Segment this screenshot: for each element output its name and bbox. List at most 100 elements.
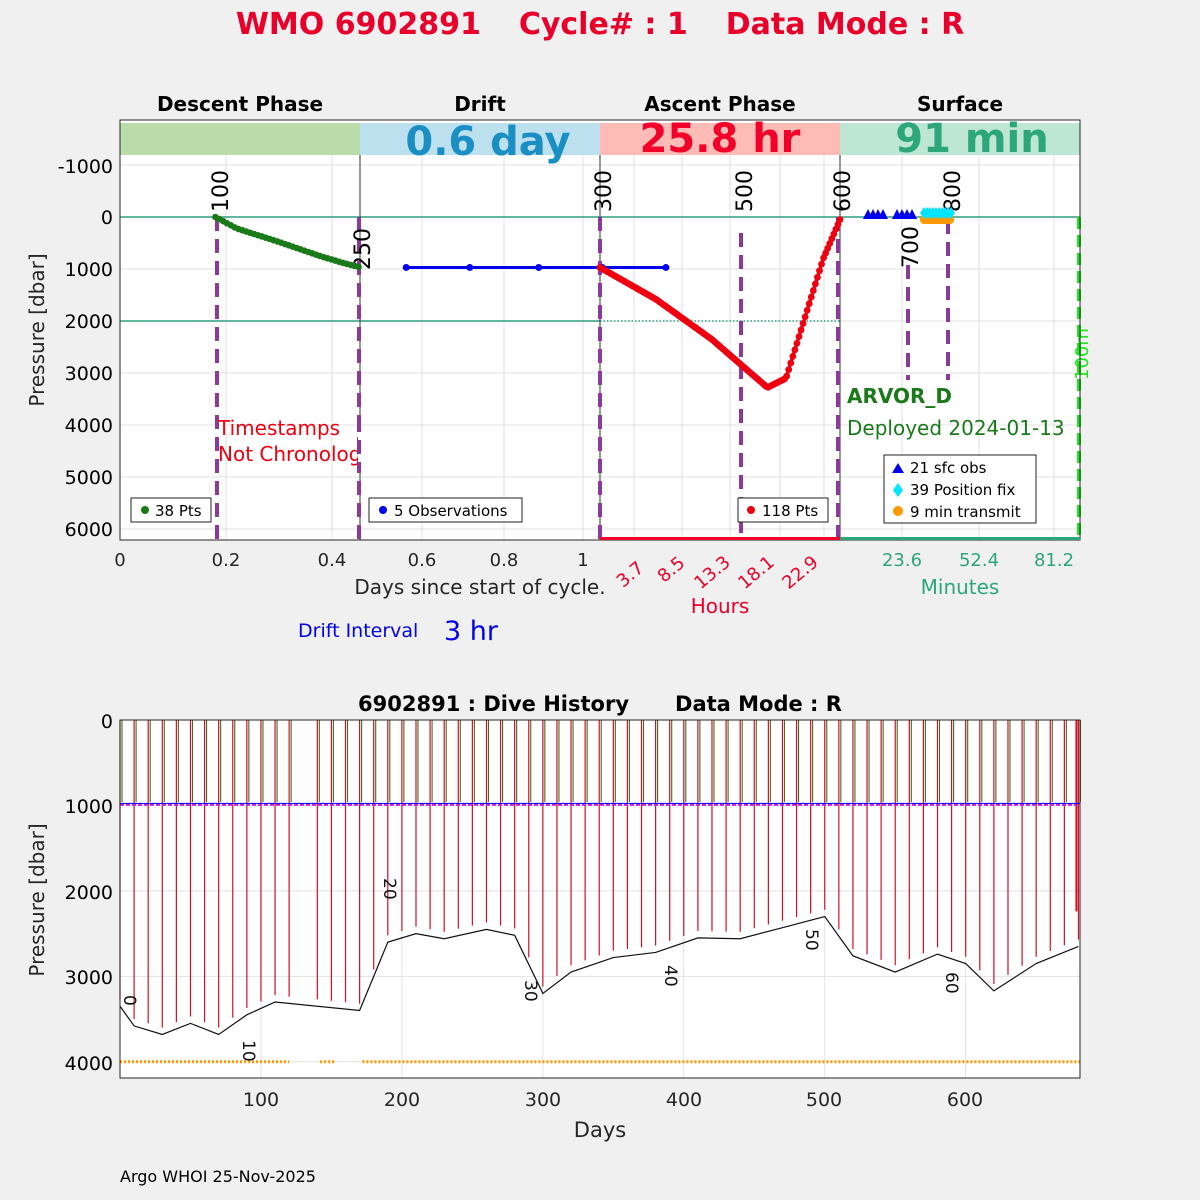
timestamps-warning-line1: Timestamps: [217, 416, 340, 440]
history-xlabel: Days: [574, 1118, 626, 1142]
hours-tick-8.5: 8.5: [654, 553, 689, 587]
hist-xtick-100: 100: [243, 1089, 279, 1111]
drift-legend-text: 5 Observations: [394, 502, 508, 520]
descent-legend-text: 38 Pts: [155, 502, 202, 520]
minutes-axis-label: Minutes: [921, 575, 1000, 599]
minutes-tick-81.2: 81.2: [1034, 550, 1074, 571]
marker-label-600: 600: [831, 170, 856, 212]
descent-phase-header: Descent Phase: [157, 92, 323, 116]
hours-tick-labels: 3.7 8.5 13.3 18.1 22.9: [613, 552, 823, 594]
days-tick-0.2: 0.2: [212, 550, 241, 571]
sfc-obs-marker: [878, 209, 888, 219]
descent-band: [120, 123, 360, 155]
surface-legend: 21 sfc obs 39 Position fix 9 min transmi…: [883, 454, 1037, 524]
ascent-point: [809, 287, 817, 294]
surface-markers: [863, 207, 955, 224]
hist-xtick-300: 300: [525, 1089, 561, 1111]
hours-tick-13.3: 13.3: [690, 552, 734, 594]
ascent-band: [600, 123, 840, 155]
ytick-4000: 4000: [65, 415, 113, 437]
green-dash-label: 100m: [1072, 328, 1093, 380]
ascent-point: [791, 346, 799, 354]
ascent-duration: 25.8 hr: [640, 116, 801, 162]
ascent-point: [783, 372, 791, 380]
hist-xtick-400: 400: [666, 1089, 702, 1111]
title-mode: Data Mode : R: [726, 7, 964, 42]
history-ylabel: Pressure [dbar]: [25, 823, 49, 976]
sfc-obs-legend-marker: [892, 463, 904, 473]
position-fix-marker: [947, 207, 955, 219]
days-tick-labels: 0 0.2 0.4 0.6 0.8 1: [114, 550, 588, 571]
position-fix-legend-marker: [893, 483, 903, 497]
hist-ytick-3000: 3000: [65, 967, 113, 989]
hist-xtick-600: 600: [947, 1089, 983, 1111]
ascent-point: [793, 339, 801, 347]
hist-xtick-500: 500: [806, 1089, 842, 1111]
drift-point: [466, 263, 474, 271]
days-tick-1: 1: [577, 550, 588, 571]
days-tick-0: 0: [114, 550, 125, 571]
ascent-point: [789, 353, 797, 360]
history-series: [119, 720, 1082, 1064]
days-tick-0.4: 0.4: [318, 550, 347, 571]
ascent-point: [816, 267, 823, 275]
descent-point: [355, 263, 362, 271]
minutes-axis-line: [838, 537, 1080, 540]
drift-band: [360, 123, 600, 155]
ascent-point: [811, 280, 819, 288]
cycle-number-label: 20: [379, 878, 399, 900]
hist-ytick-2000: 2000: [65, 882, 113, 904]
days-tick-0.6: 0.6: [408, 550, 437, 571]
float-type: ARVOR_D: [847, 384, 952, 408]
drift-duration: 0.6 day: [405, 119, 570, 165]
ascent-point: [795, 333, 803, 341]
footer-credit: Argo WHOI 25-Nov-2025: [120, 1167, 316, 1186]
ascent-point: [836, 216, 844, 224]
ytick-0: 0: [101, 207, 113, 229]
timestamps-warning-line2: Not Chronolog: [218, 442, 361, 466]
hist-ytick-0: 0: [101, 711, 113, 733]
deployed-date: Deployed 2024-01-13: [847, 416, 1065, 440]
marker-label-500: 500: [733, 170, 758, 212]
ytick-2000: 2000: [65, 311, 113, 333]
drift-interval-label: Drift Interval: [298, 620, 418, 642]
hist-xtick-200: 200: [384, 1089, 420, 1111]
ytick-6000: 6000: [65, 519, 113, 541]
transmit-legend-text: 9 min transmit: [910, 503, 1021, 521]
ascent-point: [818, 260, 825, 268]
position-fix-legend-text: 39 Position fix: [910, 481, 1015, 499]
bottom-depth-line: [119, 915, 1079, 1036]
profile-series: [212, 213, 844, 391]
drift-legend: 5 Observations: [368, 497, 523, 523]
minutes-tick-52.4: 52.4: [959, 550, 999, 571]
ytick-5000: 5000: [65, 467, 113, 489]
ascent-legend-marker: [747, 506, 755, 514]
profile-ylabel: Pressure [dbar]: [25, 253, 49, 406]
descent-legend: 38 Pts: [130, 497, 212, 523]
ascent-point: [814, 273, 821, 281]
minutes-tick-23.6: 23.6: [882, 550, 922, 571]
hours-axis-label: Hours: [691, 594, 750, 618]
hours-tick-22.9: 22.9: [778, 552, 822, 594]
ascent-point: [787, 359, 795, 367]
ascent-point: [807, 293, 815, 301]
drift-point: [535, 263, 543, 271]
cycle-number-label: 10: [238, 1040, 258, 1062]
drift-phase-header: Drift: [454, 92, 506, 116]
minutes-tick-labels: 23.6 52.4 81.2: [882, 550, 1074, 571]
history-plot-area: [120, 720, 1080, 1078]
drift-interval-value: 3 hr: [444, 616, 499, 647]
ytick-3000: 3000: [65, 363, 113, 385]
marker-label-700: 700: [899, 226, 924, 268]
ascent-point: [799, 320, 807, 327]
ascent-point: [785, 366, 793, 374]
figure-title: WMO 6902891 Cycle# : 1 Data Mode : R: [236, 7, 964, 42]
ascent-point: [805, 300, 813, 308]
cycle-number-label: 0: [119, 995, 139, 1006]
hours-axis-line: [600, 537, 840, 540]
sfc-obs-legend-text: 21 sfc obs: [910, 459, 987, 477]
drift-legend-marker: [379, 506, 387, 514]
cycle-number-label: 50: [801, 929, 821, 951]
history-title-right: Data Mode : R: [675, 692, 842, 716]
profile-panel: Descent Phase Drift Ascent Phase Surface…: [25, 92, 1093, 647]
